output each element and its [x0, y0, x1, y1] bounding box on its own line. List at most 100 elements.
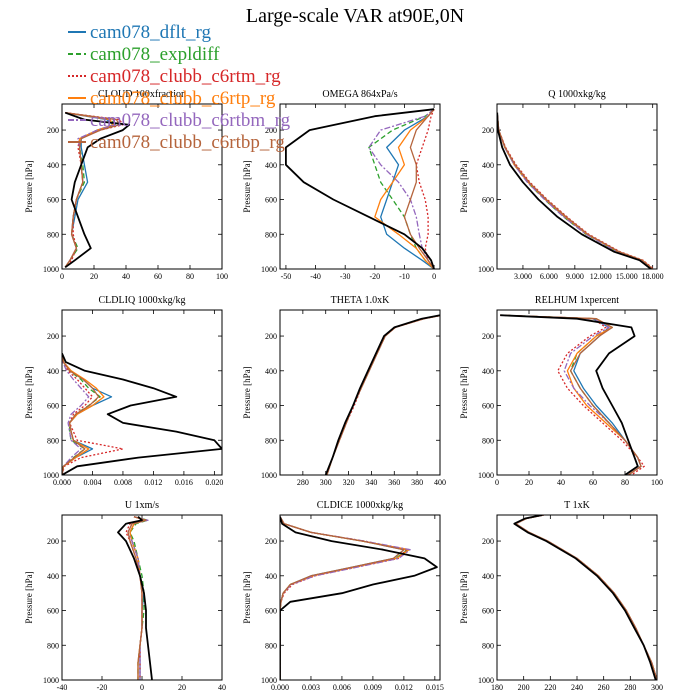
legend: cam078_dflt_rgcam078_expldiffcam078_club…: [68, 22, 291, 153]
x-tick-label: 240: [571, 683, 583, 692]
y-tick-label: 800: [265, 641, 277, 650]
y-tick-label: 400: [265, 367, 277, 376]
y-tick-label: 200: [47, 332, 59, 341]
x-tick-label: 0: [60, 272, 64, 281]
series-line: [326, 314, 440, 475]
y-tick-label: 1000: [478, 676, 494, 685]
y-tick-label: 600: [265, 402, 277, 411]
x-tick-label: 20: [178, 683, 186, 692]
series-line: [62, 353, 101, 475]
panel-title: CLDICE 1000xkg/kg: [317, 500, 403, 511]
x-tick-label: 0: [495, 478, 499, 487]
x-tick-label: 0: [140, 683, 144, 692]
series-line: [497, 112, 654, 269]
series-line: [515, 515, 657, 680]
y-tick-label: 200: [482, 537, 494, 546]
y-tick-label: 600: [47, 607, 59, 616]
y-tick-label: 600: [265, 196, 277, 205]
x-tick-label: 320: [343, 478, 355, 487]
x-tick-label: 100: [216, 272, 228, 281]
x-tick-label: 0.012: [395, 683, 413, 692]
series-line: [62, 353, 90, 475]
series-line: [280, 516, 410, 680]
x-tick-label: 0.020: [205, 478, 223, 487]
y-tick-label: 200: [482, 332, 494, 341]
plot-frame: [279, 514, 441, 681]
x-tick-label: 300: [651, 683, 663, 692]
series-group: [280, 516, 438, 680]
y-tick-label: 800: [482, 230, 494, 239]
y-tick-label: 1000: [261, 265, 277, 274]
series-line: [62, 353, 105, 475]
x-tick-label: 0.016: [175, 478, 193, 487]
legend-entry: cam078_clubb_c6rtbp_rg: [90, 132, 285, 153]
y-tick-label: 800: [47, 230, 59, 239]
series-group: [324, 314, 440, 475]
series-line: [500, 314, 645, 475]
y-axis-label: Pressure [hPa]: [459, 571, 469, 623]
x-tick-label: 0.000: [53, 478, 71, 487]
y-tick-label: 800: [47, 436, 59, 445]
chart-panel: CLDLIQ 1000xkg/kg Pressure [hPa] 200 400 600…: [24, 295, 223, 487]
y-axis-label: Pressure [hPa]: [242, 160, 252, 212]
x-tick-label: 400: [434, 478, 446, 487]
y-tick-label: 400: [265, 572, 277, 581]
chart-panel: CLDICE 1000xkg/kg Pressure [hPa] 200 400 600…: [242, 500, 444, 692]
x-tick-label: -40: [310, 272, 321, 281]
series-line: [500, 314, 642, 475]
y-tick-label: 1000: [43, 265, 59, 274]
y-axis-label: Pressure [hPa]: [24, 571, 34, 623]
x-tick-label: 0.012: [144, 478, 162, 487]
plot-frame: [496, 514, 658, 681]
series-line: [500, 314, 642, 475]
panel-title: THETA 1.0xK: [331, 295, 390, 306]
plot-frame: [496, 309, 658, 476]
y-tick-label: 1000: [43, 676, 59, 685]
panel-title: Q 1000xkg/kg: [548, 89, 606, 100]
x-tick-label: 280: [297, 478, 309, 487]
y-tick-label: 600: [482, 196, 494, 205]
y-axis-label: Pressure [hPa]: [24, 366, 34, 418]
series-line: [62, 353, 222, 475]
x-tick-label: 3.000: [514, 272, 532, 281]
y-tick-label: 800: [265, 436, 277, 445]
x-tick-label: -30: [340, 272, 351, 281]
x-tick-label: 6.000: [540, 272, 558, 281]
series-line: [497, 112, 652, 269]
panel-title: U 1xm/s: [125, 500, 159, 511]
y-tick-label: 600: [482, 402, 494, 411]
series-line: [62, 353, 124, 475]
y-tick-label: 400: [47, 367, 59, 376]
series-line: [280, 516, 438, 680]
chart-panel: THETA 1.0xK Pressure [hPa] 200 400 600 800 100…: [242, 295, 446, 487]
x-tick-label: -40: [57, 683, 68, 692]
legend-entry: cam078_clubb_c6rtm_rg: [90, 66, 281, 87]
series-line: [513, 515, 657, 680]
series-group: [64, 111, 131, 269]
x-tick-label: 360: [388, 478, 400, 487]
y-tick-label: 200: [265, 332, 277, 341]
x-tick-label: 15.000: [616, 272, 638, 281]
panel-title: OMEGA 864xPa/s: [322, 89, 397, 100]
x-tick-label: 80: [186, 272, 194, 281]
legend-entry: cam078_clubb_c6rtp_rg: [90, 88, 276, 109]
series-line: [284, 108, 435, 269]
x-tick-label: 300: [320, 478, 332, 487]
series-line: [280, 516, 405, 680]
series-group: [500, 314, 645, 475]
series-line: [280, 516, 407, 680]
x-tick-label: 0.008: [114, 478, 132, 487]
y-tick-label: 1000: [43, 471, 59, 480]
x-tick-label: 380: [411, 478, 423, 487]
series-line: [500, 314, 639, 475]
x-tick-label: 40: [218, 683, 226, 692]
y-tick-label: 1000: [478, 265, 494, 274]
series-line: [326, 314, 440, 475]
series-line: [326, 314, 440, 475]
x-tick-label: 340: [365, 478, 377, 487]
x-tick-label: 40: [122, 272, 130, 281]
series-line: [374, 108, 435, 269]
figure-title: Large-scale VAR at90E,0N: [246, 5, 464, 27]
legend-entry: cam078_clubb_c6rtbm_rg: [90, 110, 291, 131]
y-tick-label: 400: [482, 367, 494, 376]
